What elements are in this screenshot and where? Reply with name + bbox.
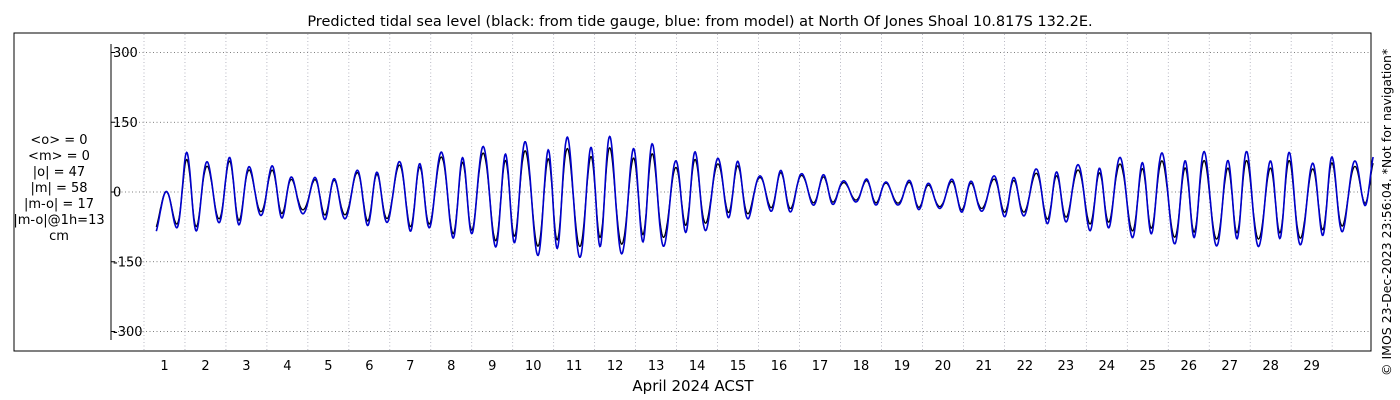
y-tick-label: -150: [113, 255, 143, 270]
copyright-note: © IMOS 23-Dec-2023 23:56:04. *Not for na…: [1379, 49, 1394, 376]
x-tick-label: 20: [935, 359, 952, 374]
x-tick-label: 9: [488, 359, 496, 374]
y-tick-label: 0: [113, 186, 121, 201]
stat-abs-observed: |o| = 47: [32, 165, 86, 180]
x-tick-label: 25: [1139, 359, 1156, 374]
x-tick-label: 10: [525, 359, 542, 374]
x-tick-label: 16: [771, 359, 788, 374]
stat-abs-diff-1h: |m-o|@1h=13: [13, 213, 105, 228]
x-tick-label: 12: [607, 359, 624, 374]
stat-mean-model: <m> = 0: [28, 149, 90, 164]
x-tick-label: 2: [201, 359, 209, 374]
chart-title: Predicted tidal sea level (black: from t…: [307, 14, 1092, 30]
y-tick-labels: 300 150 0 -150 -300: [113, 46, 143, 340]
x-tick-label: 13: [648, 359, 665, 374]
x-tick-label: 26: [1180, 359, 1197, 374]
stat-abs-model: |m| = 58: [30, 181, 88, 196]
x-tick-label: 29: [1303, 359, 1320, 374]
x-tick-label: 1: [160, 359, 168, 374]
x-tick-label: 8: [447, 359, 455, 374]
stat-unit: cm: [49, 229, 69, 244]
x-tick-label: 28: [1262, 359, 1279, 374]
x-tick-label: 4: [283, 359, 291, 374]
stats-panel: <o> = 0 <m> = 0 |o| = 47 |m| = 58 |m-o| …: [8, 133, 110, 245]
x-tick-labels: 1 2 3 4 5 6 7 8 9 10 11 12 13 14 15 16 17 18 19 20 21 22 23 24 2…: [160, 359, 1320, 374]
x-tick-label: 14: [689, 359, 706, 374]
x-tick-label: 22: [1017, 359, 1034, 374]
x-tick-label: 23: [1058, 359, 1075, 374]
stat-mean-observed: <o> = 0: [30, 133, 88, 148]
x-tick-label: 27: [1221, 359, 1238, 374]
x-tick-label: 17: [812, 359, 829, 374]
y-tick-label: 300: [113, 46, 138, 61]
x-tick-label: 3: [242, 359, 250, 374]
x-tick-label: 18: [853, 359, 870, 374]
x-tick-label: 15: [730, 359, 747, 374]
x-tick-label: 6: [365, 359, 373, 374]
series-layer: [155, 135, 1374, 258]
x-tick-label: 21: [976, 359, 993, 374]
grid: [111, 34, 1371, 350]
plot-frame: [13, 32, 1372, 352]
x-tick-label: 19: [894, 359, 911, 374]
x-axis-label: April 2024 ACST: [632, 377, 754, 395]
y-tick-label: -300: [113, 325, 143, 340]
x-tick-label: 11: [566, 359, 583, 374]
model-series-line: [155, 135, 1374, 258]
stat-abs-diff: |m-o| = 17: [23, 197, 94, 212]
x-tick-label: 7: [406, 359, 414, 374]
x-tick-label: 5: [324, 359, 332, 374]
y-tick-label: 150: [113, 116, 138, 131]
x-tick-label: 24: [1099, 359, 1116, 374]
